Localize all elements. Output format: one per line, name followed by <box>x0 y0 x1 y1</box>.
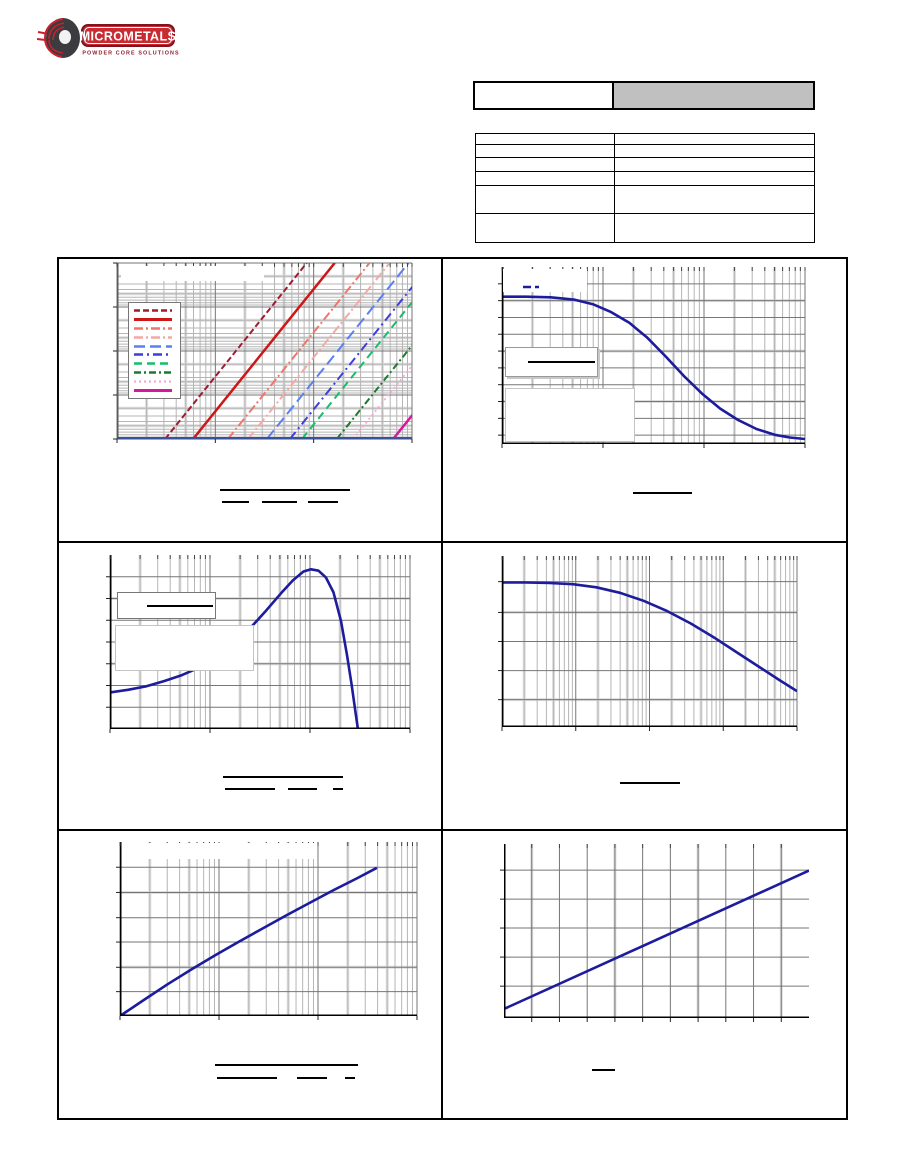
legend-entry <box>134 326 172 330</box>
chart-canvas <box>500 844 809 1022</box>
spec-row <box>475 157 815 173</box>
part-number-header-table <box>473 81 815 110</box>
toroid-core-icon <box>36 18 80 58</box>
core-loss-legend <box>128 302 181 399</box>
spec-value-cell <box>614 171 815 186</box>
equation-fraction-bar <box>215 1064 358 1066</box>
straight-line-rise-chart <box>500 844 809 1022</box>
chart-panel-middle-left <box>59 543 443 831</box>
equation-fraction-bar <box>633 492 692 494</box>
equation-fraction-bar <box>345 1077 355 1079</box>
spec-value-cell <box>614 213 815 243</box>
chart-canvas <box>116 842 418 1020</box>
legend-entry <box>134 344 172 348</box>
info-box <box>505 388 635 442</box>
curve-legend-swatch <box>522 277 540 289</box>
part-header-label-cell <box>475 83 614 108</box>
charts-grid-frame <box>57 257 848 1120</box>
equation-fraction-bar <box>592 1069 615 1071</box>
part-header-value-cell <box>614 83 813 108</box>
brand-tagline: POWDER CORE SOLUTIONS <box>82 51 179 57</box>
chart-panel-top-right <box>443 259 846 543</box>
chart-panel-top-left <box>59 259 443 543</box>
equation-fraction-bar <box>308 501 338 503</box>
equation-fraction-bar <box>223 776 343 778</box>
chart-panel-bottom-left <box>59 831 443 1118</box>
spec-label-cell <box>475 213 615 243</box>
spec-row <box>475 184 815 215</box>
equation-fraction-bar <box>147 605 213 607</box>
equation-fraction-bar <box>288 788 317 790</box>
text-mask-box <box>121 266 264 281</box>
equation-fraction-bar <box>222 501 249 503</box>
spec-value-cell <box>614 143 815 159</box>
legend-entry <box>134 371 172 374</box>
equation-fraction-bar <box>262 501 297 503</box>
spec-label-cell <box>475 157 615 173</box>
info-box <box>115 625 254 671</box>
equation-fraction-bar <box>620 782 680 784</box>
gradual-rolloff-chart <box>498 556 798 731</box>
spec-value-cell <box>614 184 815 215</box>
spec-label-cell <box>475 171 615 186</box>
spec-row <box>475 133 815 145</box>
spec-label-cell <box>475 143 615 159</box>
text-mask-box <box>503 269 587 292</box>
spec-row <box>475 143 815 159</box>
chart-panel-middle-right <box>443 543 846 831</box>
spec-row <box>475 213 815 243</box>
brand-banner: MICROMETALS <box>80 24 177 47</box>
equation-fraction-bar <box>225 788 275 790</box>
legend-entry <box>134 362 172 366</box>
brand-name: MICROMETALS <box>80 30 177 44</box>
near-linear-rise-chart <box>116 842 418 1020</box>
equation-fraction-bar <box>217 1077 277 1079</box>
chart-canvas <box>498 556 798 731</box>
spec-label-cell <box>475 133 615 145</box>
spec-value-cell <box>614 133 815 145</box>
legend-entry <box>134 353 172 357</box>
legend-entry <box>134 388 172 392</box>
spec-row <box>475 171 815 186</box>
legend-entry <box>134 380 172 383</box>
legend-entry <box>134 335 172 339</box>
spec-table <box>475 133 815 243</box>
text-mask-box <box>127 843 317 859</box>
spec-label-cell <box>475 184 615 215</box>
legend-entry <box>134 309 172 312</box>
equation-fraction-bar <box>220 489 350 491</box>
legend-entry <box>134 317 172 321</box>
spec-value-cell <box>614 157 815 173</box>
equation-fraction-bar <box>297 1077 327 1079</box>
equation-fraction-bar <box>333 788 343 790</box>
micrometals-logo: MICROMETALS POWDER CORE SOLUTIONS <box>36 18 179 58</box>
equation-fraction-bar <box>528 361 595 363</box>
